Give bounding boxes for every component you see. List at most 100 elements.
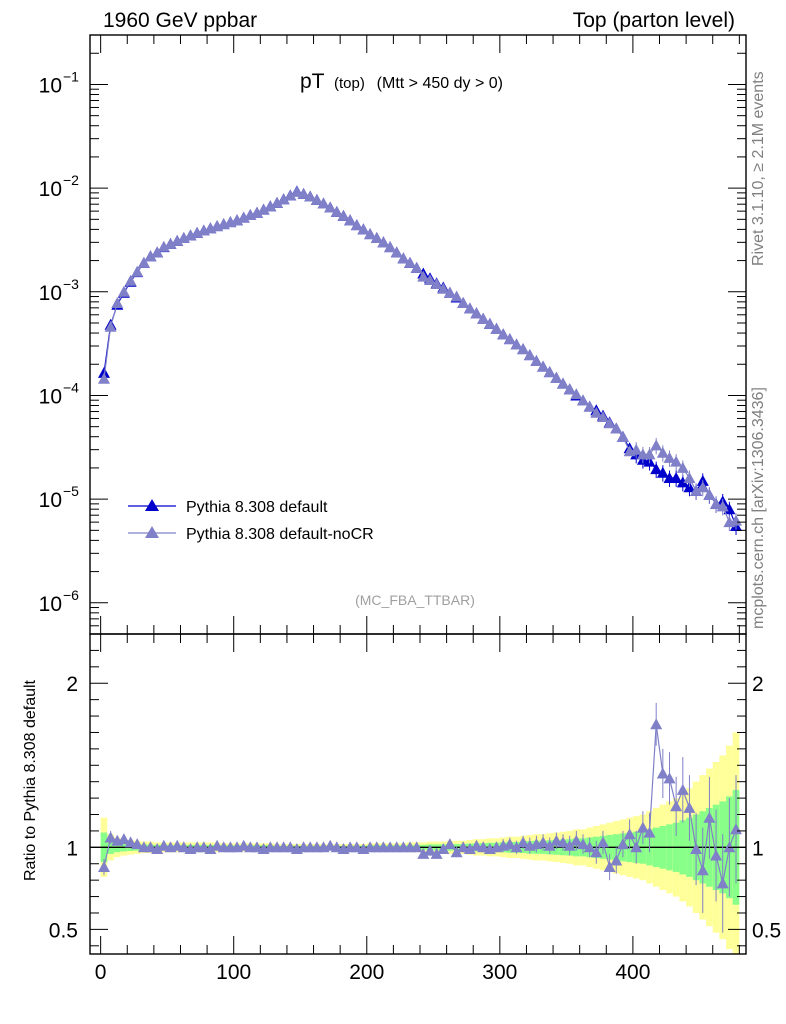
mcplots-label: mcplots.cern.ch [arXiv:1306.3436] bbox=[750, 387, 767, 629]
data-point-nocr bbox=[404, 256, 416, 268]
ratio-y-tick-label-left: 2 bbox=[66, 673, 78, 696]
data-point-nocr bbox=[443, 286, 456, 298]
data-point-nocr bbox=[543, 366, 556, 378]
data-point-nocr bbox=[364, 228, 377, 240]
ratio-point bbox=[656, 767, 669, 779]
data-point-nocr bbox=[344, 214, 357, 226]
data-point-nocr bbox=[463, 302, 476, 314]
ratio-point bbox=[583, 841, 596, 853]
data-point-nocr bbox=[257, 203, 270, 215]
ratio-point bbox=[430, 847, 443, 859]
data-point-nocr bbox=[570, 388, 583, 400]
x-tick-label: 400 bbox=[615, 961, 650, 984]
ratio-point bbox=[204, 843, 217, 854]
legend-label-nocr: Pythia 8.308 default-noCR bbox=[186, 526, 374, 543]
data-point-nocr bbox=[137, 256, 150, 268]
rivet-label: Rivet 3.1.10, ≥ 2.1M events bbox=[750, 71, 767, 266]
ratio-point bbox=[410, 841, 423, 853]
ratio-point bbox=[417, 847, 430, 859]
ratio-point bbox=[730, 823, 742, 835]
ratio-point bbox=[610, 854, 623, 866]
ratio-point bbox=[144, 841, 157, 853]
ratio-point bbox=[650, 718, 663, 730]
y-tick-exponent: −1 bbox=[63, 68, 79, 84]
y-tick-exponent: −6 bbox=[63, 587, 79, 603]
ratio-point bbox=[630, 841, 643, 853]
data-point-nocr bbox=[397, 252, 410, 264]
data-point-nocr bbox=[563, 383, 576, 395]
data-point-nocr bbox=[490, 322, 503, 334]
data-point-nocr bbox=[510, 338, 523, 350]
ratio-y-axis-label: Ratio to Pythia 8.308 default bbox=[22, 679, 39, 881]
analysis-label: (MC_FBA_TTBAR) bbox=[355, 592, 475, 608]
title-main: pT bbox=[300, 70, 325, 93]
data-point-nocr bbox=[424, 274, 436, 285]
ratio-y-tick-label-right: 2 bbox=[752, 673, 764, 696]
ratio-point bbox=[723, 841, 736, 853]
ratio-point bbox=[517, 836, 530, 848]
data-point-nocr bbox=[417, 270, 430, 282]
x-tick-label: 300 bbox=[482, 961, 517, 984]
ratio-point bbox=[424, 844, 436, 856]
ratio-point bbox=[437, 843, 450, 854]
data-point-nocr bbox=[477, 312, 490, 324]
header-right: Top (parton level) bbox=[573, 9, 735, 32]
ratio-point bbox=[690, 843, 703, 854]
y-tick-label: 10 bbox=[39, 385, 62, 408]
ratio-point bbox=[197, 841, 210, 853]
ratio-series-layer bbox=[98, 702, 742, 933]
ratio-point bbox=[443, 838, 456, 850]
ratio-point bbox=[177, 841, 190, 853]
data-point-nocr bbox=[251, 206, 263, 218]
data-point-nocr bbox=[430, 278, 443, 289]
data-point-nocr bbox=[457, 297, 470, 308]
main-y-tick-labels: 10−110−210−310−410−510−6 bbox=[39, 68, 80, 615]
ratio-point bbox=[104, 831, 117, 843]
main-axis-ticks bbox=[90, 35, 746, 635]
data-point-nocr bbox=[630, 443, 643, 455]
ratio-point bbox=[157, 839, 170, 851]
data-point-nocr bbox=[117, 285, 130, 297]
data-point-nocr bbox=[450, 290, 463, 302]
data-point-default bbox=[98, 366, 110, 378]
ratio-point bbox=[537, 836, 550, 848]
data-point-nocr bbox=[643, 448, 656, 460]
data-point-nocr bbox=[104, 320, 117, 332]
ratio-point bbox=[616, 838, 629, 850]
data-point-nocr bbox=[410, 261, 423, 273]
ratio-point bbox=[623, 828, 636, 840]
data-point-nocr bbox=[730, 514, 742, 526]
ratio-point bbox=[510, 841, 523, 853]
x-tick-label: 100 bbox=[216, 961, 251, 984]
y-tick-exponent: −2 bbox=[63, 172, 79, 188]
data-point-default bbox=[670, 472, 683, 483]
ratio-point bbox=[117, 833, 130, 845]
ratio-y-tick-label-left: 0.5 bbox=[49, 919, 78, 942]
ratio-point bbox=[350, 841, 363, 853]
ratio-point bbox=[636, 821, 649, 833]
x-tick-labels: 0 100 200 300 400 bbox=[95, 961, 651, 984]
data-point-nocr bbox=[523, 349, 536, 361]
data-point-nocr bbox=[690, 484, 703, 496]
data-point-nocr bbox=[517, 343, 530, 355]
ratio-y-tick-labels: 0.5 0.5 1 1 2 2 bbox=[49, 673, 781, 942]
y-tick-exponent: −5 bbox=[63, 483, 79, 499]
data-point-nocr bbox=[164, 237, 177, 249]
data-point-nocr bbox=[157, 240, 170, 252]
data-point-nocr bbox=[171, 234, 184, 246]
main-series-layer bbox=[98, 185, 742, 535]
ratio-point bbox=[98, 861, 110, 872]
ratio-point bbox=[710, 849, 723, 861]
data-point-nocr bbox=[350, 219, 363, 231]
data-point-nocr bbox=[290, 185, 303, 197]
ratio-point bbox=[543, 839, 556, 851]
ratio-point bbox=[151, 843, 164, 854]
main-plot-panel: 10−110−210−310−410−510−6 bbox=[39, 34, 747, 635]
data-point-nocr bbox=[703, 488, 716, 500]
data-point-nocr bbox=[483, 317, 496, 329]
data-point-nocr bbox=[503, 333, 516, 345]
data-point-nocr bbox=[470, 307, 483, 319]
y-tick-exponent: −3 bbox=[63, 276, 79, 292]
data-point-nocr bbox=[131, 265, 144, 277]
